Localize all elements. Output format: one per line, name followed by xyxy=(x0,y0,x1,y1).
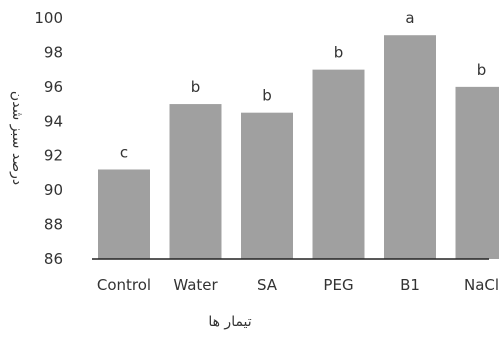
bar-water xyxy=(170,104,222,259)
significance-letter: b xyxy=(262,87,272,105)
significance-letter: c xyxy=(120,143,128,161)
x-axis-tick-labels: Control Water SA PEG B1 NaCl xyxy=(97,276,499,294)
y-tick-label: 88 xyxy=(44,216,63,234)
x-tick-label: Control xyxy=(97,276,151,294)
x-tick-label: B1 xyxy=(400,276,420,294)
significance-letter: a xyxy=(405,9,414,27)
y-tick-label: 86 xyxy=(44,250,63,268)
y-axis-ticks: 86 88 90 92 94 96 98 100 xyxy=(34,9,63,268)
y-tick-label: 90 xyxy=(44,181,63,199)
bar-peg xyxy=(313,70,365,259)
bar-nacl xyxy=(456,87,499,259)
significance-letter: b xyxy=(334,44,344,62)
x-tick-label: SA xyxy=(257,276,278,294)
y-tick-label: 92 xyxy=(44,147,63,165)
y-axis-title: درصد سبز شدن xyxy=(9,91,25,185)
significance-letter: b xyxy=(191,78,201,96)
x-tick-label: NaCl xyxy=(464,276,499,294)
y-tick-label: 98 xyxy=(44,43,63,61)
y-tick-label: 94 xyxy=(44,112,63,130)
bar-control xyxy=(98,169,150,259)
y-tick-label: 96 xyxy=(44,78,63,96)
y-tick-label: 100 xyxy=(34,9,63,27)
bar-b1 xyxy=(384,35,436,259)
bars-group xyxy=(98,35,499,259)
x-tick-label: Water xyxy=(173,276,218,294)
significance-letter: b xyxy=(477,61,487,79)
bar-sa xyxy=(241,113,293,259)
x-axis-title: تیمار ها xyxy=(208,314,251,330)
x-tick-label: PEG xyxy=(323,276,353,294)
